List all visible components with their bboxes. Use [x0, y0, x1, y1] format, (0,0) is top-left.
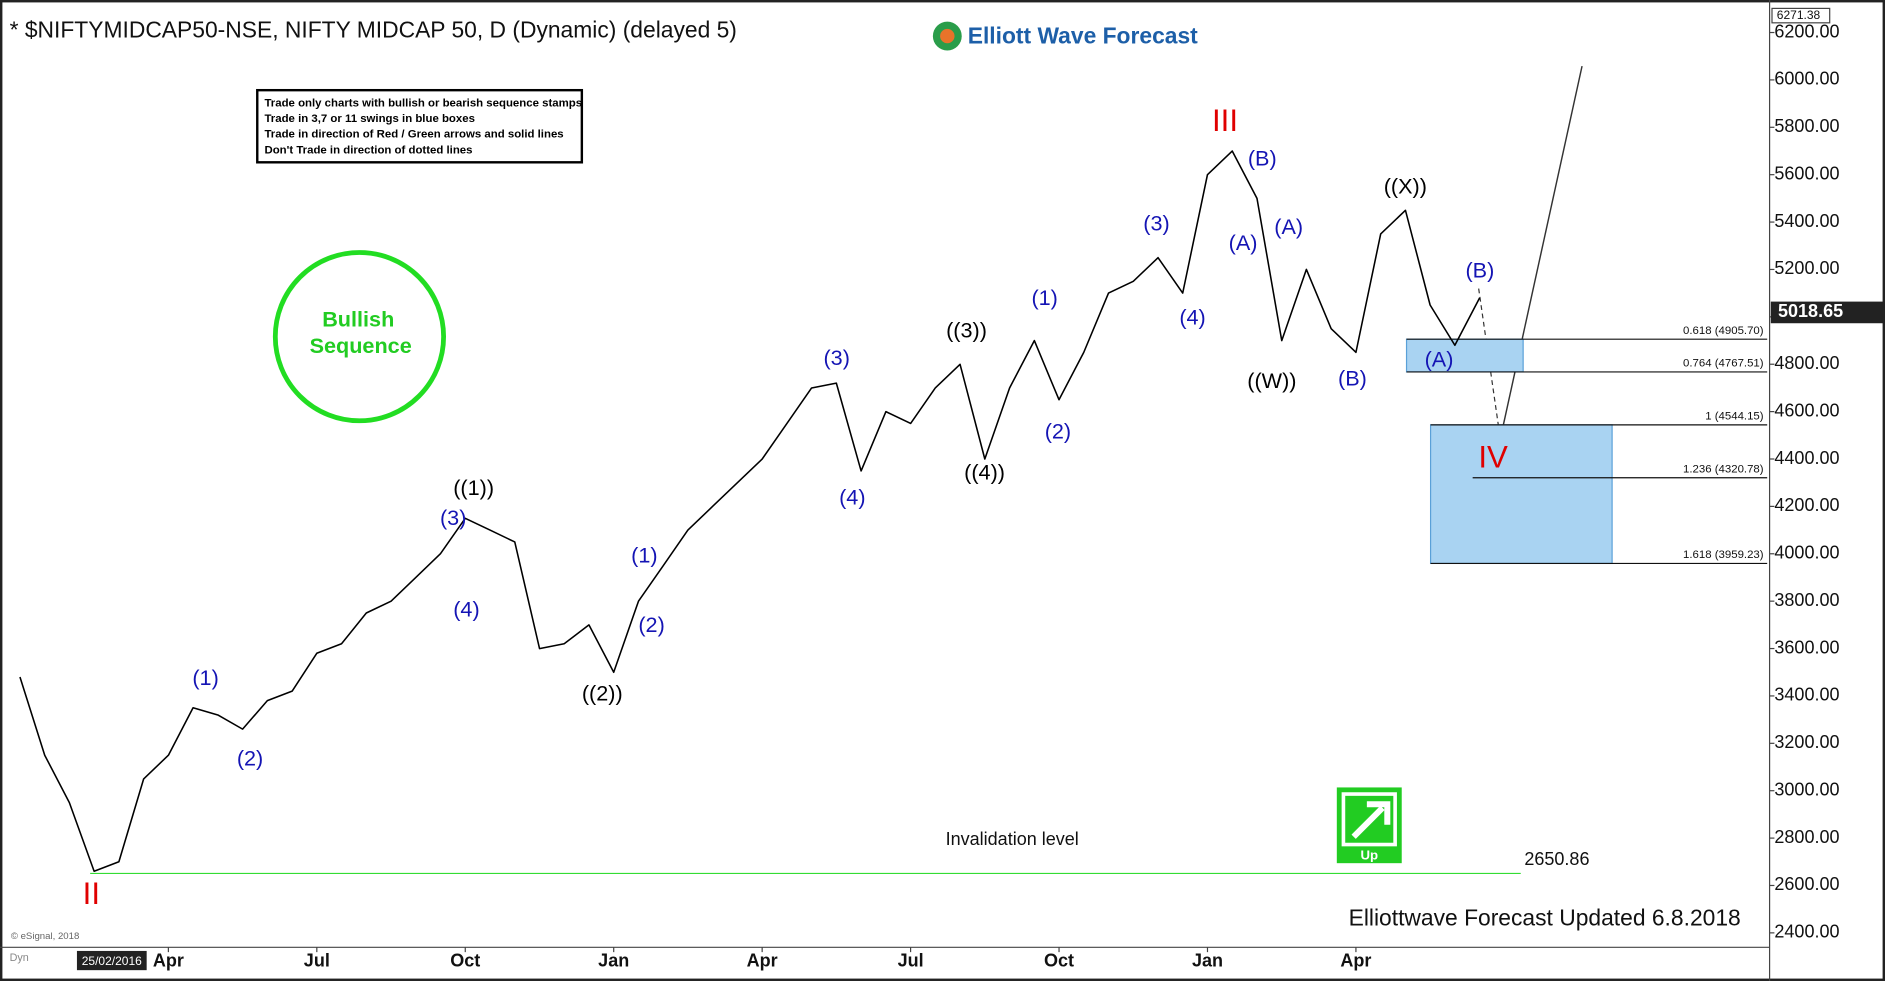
wave-label: III — [1212, 103, 1238, 138]
y-tick-label: 5800.00 — [1774, 116, 1839, 136]
x-tick-label: Jul — [898, 951, 924, 971]
y-tick-label: 5600.00 — [1774, 163, 1839, 183]
wave-label: (2) — [638, 612, 664, 637]
chart-title: * $NIFTYMIDCAP50-NSE, NIFTY MIDCAP 50, D… — [10, 16, 737, 42]
wave-label: (3) — [823, 345, 849, 370]
x-tick-label: Apr — [1340, 951, 1371, 971]
invalidation-value: 2650.86 — [1524, 849, 1589, 869]
up-icon: Up — [1336, 787, 1402, 864]
y-tick-label: 4000.00 — [1774, 543, 1839, 563]
high-marker-bg — [1771, 7, 1831, 24]
footer: Elliottwave Forecast Updated 6.8.2018 — [1349, 905, 1741, 931]
x-tick-label: Apr — [747, 951, 778, 971]
wave-label: (1) — [631, 542, 657, 567]
logo: Elliott Wave Forecast — [932, 21, 1198, 51]
fib-label: 1 (4544.15) — [1705, 410, 1764, 422]
y-tick-label: 6000.00 — [1774, 69, 1839, 89]
y-tick-label: 4800.00 — [1774, 353, 1839, 373]
high-marker: 6271.38 — [1777, 8, 1821, 22]
wave-label: II — [83, 876, 100, 911]
x-tick-label: Oct — [450, 951, 480, 971]
wave-label: ((3)) — [946, 318, 987, 343]
y-tick-label: 4200.00 — [1774, 495, 1839, 515]
y-tick-label: 5200.00 — [1774, 258, 1839, 278]
target-box — [1429, 424, 1613, 565]
x-tick-label: Jul — [304, 951, 330, 971]
logo-text: Elliott Wave Forecast — [968, 22, 1198, 48]
stamp-circle — [272, 250, 447, 424]
price-line — [19, 150, 1481, 873]
wave-label: (A) — [1425, 346, 1454, 371]
y-tick-label: 2800.00 — [1774, 827, 1839, 847]
y-tick-label: 3200.00 — [1774, 732, 1839, 752]
y-tick-label: 3000.00 — [1774, 779, 1839, 799]
y-tick-label: 2600.00 — [1774, 874, 1839, 894]
fib-label: 0.764 (4767.51) — [1683, 358, 1764, 370]
fib-label: 0.618 (4905.70) — [1683, 325, 1764, 337]
last-price: 5018.65 — [1778, 301, 1843, 321]
note-line: Trade in 3,7 or 11 swings in blue boxes — [264, 113, 474, 125]
x-tick-label: Jan — [598, 951, 629, 971]
up-arrow — [1351, 801, 1391, 839]
note-line: Trade only charts with bullish or bearis… — [264, 97, 582, 109]
wave-label: ((W)) — [1247, 368, 1296, 393]
y-tick-label: 2400.00 — [1774, 922, 1839, 942]
y-tick-label: 3800.00 — [1774, 590, 1839, 610]
wave-label: (1) — [192, 665, 218, 690]
y-tick-label: 3400.00 — [1774, 685, 1839, 705]
fib-label: 1.236 (4320.78) — [1683, 463, 1764, 475]
fib-label: 1.618 (3959.23) — [1683, 549, 1764, 561]
stamp-text: Bullish — [322, 307, 394, 332]
note-line: Don't Trade in direction of dotted lines — [264, 144, 472, 156]
wave-label: (A) — [1274, 214, 1303, 239]
logo-icon-core — [940, 28, 955, 44]
wave-label: (2) — [237, 746, 263, 771]
wave-label: (1) — [1031, 285, 1057, 310]
y-tick-label: 4600.00 — [1774, 400, 1839, 420]
wave-label: IV — [1478, 439, 1508, 474]
cursor-date: 25/02/2016 — [82, 954, 142, 968]
wave-label: ((4)) — [964, 459, 1005, 484]
y-tick-label: 3600.00 — [1774, 637, 1839, 657]
wave-label: (B) — [1465, 257, 1494, 282]
stamp-text: Sequence — [310, 333, 412, 358]
wave-label: (A) — [1229, 230, 1258, 255]
projection-solid — [1499, 65, 1583, 439]
copyright: © eSignal, 2018 — [11, 931, 80, 942]
note-line: Trade in direction of Red / Green arrows… — [264, 129, 563, 141]
wave-label: (B) — [1248, 146, 1277, 171]
wave-label: (2) — [1045, 419, 1071, 444]
mode: Dyn — [10, 952, 29, 964]
up-label: Up — [1360, 847, 1378, 862]
notes-box — [256, 88, 584, 164]
wave-label: (4) — [839, 485, 865, 510]
invalidation-label: Invalidation level — [946, 829, 1079, 849]
wave-label: ((2)) — [582, 681, 623, 706]
wave-label: ((1)) — [453, 475, 494, 500]
y-tick-label: 6200.00 — [1774, 21, 1839, 41]
wave-label: (4) — [1179, 304, 1205, 329]
wave-label: (3) — [1143, 211, 1169, 236]
cursor-date-bg — [76, 950, 147, 971]
x-tick-label: Jan — [1192, 951, 1223, 971]
wave-label: ((X)) — [1384, 173, 1427, 198]
x-tick-label: Apr — [153, 951, 184, 971]
wave-label: (4) — [453, 596, 479, 621]
y-tick-label: 5400.00 — [1774, 211, 1839, 231]
y-tick-label: 4400.00 — [1774, 448, 1839, 468]
wave-label: (B) — [1338, 366, 1367, 391]
x-tick-label: Oct — [1044, 951, 1074, 971]
target-box — [1405, 338, 1524, 373]
last-price-bg — [1770, 301, 1884, 324]
wave-label: (3) — [440, 505, 466, 530]
